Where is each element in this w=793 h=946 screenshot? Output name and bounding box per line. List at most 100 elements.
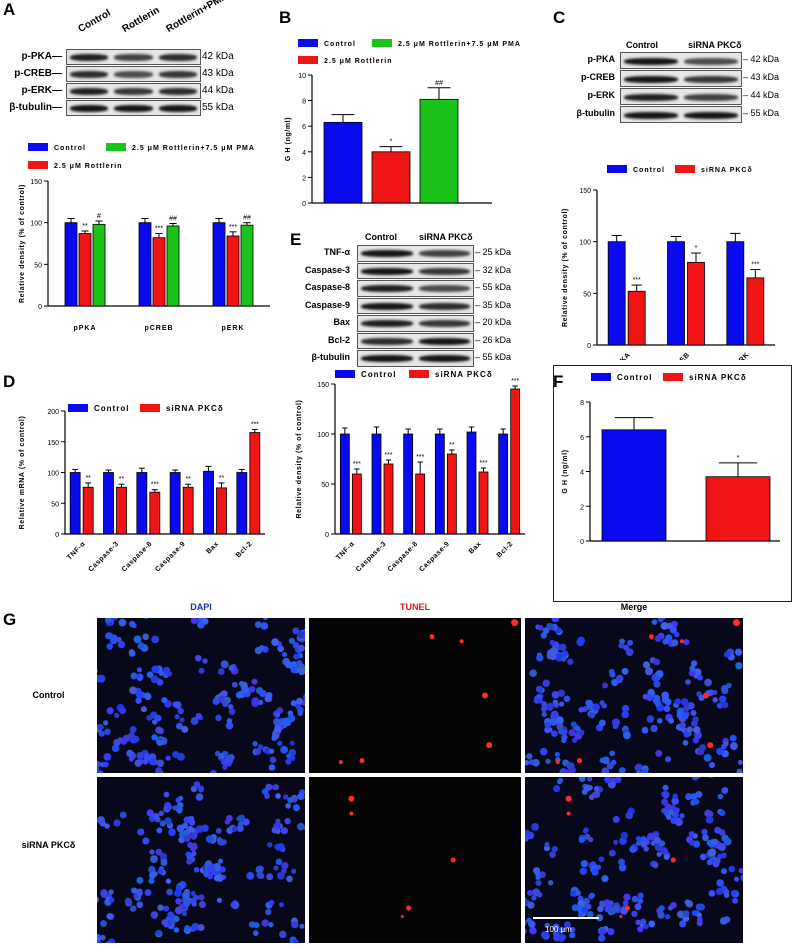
blot-band	[114, 71, 153, 78]
y-tick-label: 100	[30, 221, 42, 228]
nucleus	[708, 890, 716, 897]
nucleus	[193, 781, 201, 788]
nucleus	[161, 697, 168, 704]
nucleus	[97, 765, 100, 773]
nucleus	[712, 689, 718, 696]
nucleus	[175, 805, 183, 813]
nucleus	[708, 848, 717, 857]
nucleus	[668, 717, 675, 724]
nucleus	[577, 899, 586, 908]
blot-size-label: – 25 kDa	[475, 247, 512, 257]
nucleus	[578, 729, 585, 736]
nucleus	[218, 752, 225, 760]
nucleus	[292, 627, 300, 635]
column-label-tunel: TUNEL	[400, 602, 430, 612]
nucleus	[613, 839, 619, 845]
nucleus	[531, 822, 540, 831]
nucleus	[178, 836, 185, 844]
chart-c: 0 50 100 150 Relative density (% of control)…	[562, 165, 775, 360]
nucleus	[100, 889, 108, 897]
nucleus	[576, 638, 585, 647]
nucleus	[721, 701, 729, 709]
nucleus	[228, 708, 236, 716]
nucleus	[150, 855, 158, 863]
nucleus	[114, 618, 119, 619]
nucleus	[723, 740, 729, 747]
nucleus	[193, 866, 200, 873]
legend-label: 2.5 μM Rottlerin	[54, 163, 123, 170]
nucleus	[285, 758, 292, 765]
nucleus	[140, 706, 147, 713]
nucleus	[248, 921, 256, 928]
blot-band	[114, 54, 153, 61]
nucleus	[661, 791, 667, 797]
y-tick-label: 6	[580, 435, 584, 442]
blot-strip	[357, 262, 474, 279]
nucleus	[599, 700, 605, 706]
y-tick-label: 8	[302, 99, 306, 106]
nucleus	[663, 853, 670, 860]
apoptotic-cell	[577, 758, 582, 764]
nucleus	[529, 926, 537, 935]
bar	[415, 473, 426, 535]
nucleus	[721, 684, 729, 693]
nucleus	[580, 860, 589, 868]
significance-label: ***	[511, 378, 519, 385]
nucleus	[138, 642, 145, 649]
blot-band	[361, 320, 413, 328]
nucleus	[560, 656, 567, 662]
nucleus	[729, 742, 738, 750]
nucleus	[536, 891, 543, 898]
blot-size-label: – 43 kDa	[743, 72, 780, 82]
nucleus	[156, 827, 163, 834]
legend-label: siRNA PKCδ	[435, 370, 493, 379]
y-tick-label: 100	[317, 432, 329, 439]
nucleus	[556, 723, 564, 731]
nucleus	[568, 729, 576, 737]
nucleus	[734, 876, 740, 882]
x-tick-label: Bax	[468, 540, 483, 555]
nucleus	[276, 871, 285, 880]
nucleus	[646, 715, 655, 723]
nucleus	[544, 721, 552, 729]
nucleus	[608, 849, 616, 857]
nucleus	[708, 777, 714, 779]
nucleus	[158, 810, 164, 817]
nucleus	[190, 890, 196, 896]
blot-row-label: β-tubulin—	[9, 102, 62, 113]
nucleus	[132, 888, 138, 894]
bar	[403, 433, 414, 535]
nucleus	[543, 845, 550, 852]
nucleus	[275, 818, 281, 824]
blot-band	[684, 93, 738, 101]
nucleus	[578, 777, 586, 782]
nucleus	[627, 639, 634, 646]
nucleus	[593, 786, 600, 792]
blot-band	[624, 111, 678, 119]
apoptotic-cell	[400, 914, 404, 918]
nucleus	[142, 633, 149, 641]
x-tick-label: pPKA	[612, 351, 632, 360]
nucleus	[704, 678, 712, 687]
nucleus	[264, 695, 272, 703]
nucleus	[246, 871, 255, 880]
nucleus	[682, 740, 689, 746]
bar	[627, 290, 646, 346]
nucleus	[183, 829, 189, 836]
bar	[216, 487, 227, 535]
nucleus	[172, 805, 178, 811]
significance-label: ***	[155, 226, 163, 233]
nucleus	[179, 717, 185, 723]
blot-c-lane-label: siRNA PKCδ	[688, 40, 742, 50]
nucleus	[643, 923, 649, 930]
nucleus	[674, 698, 681, 705]
nucleus	[156, 678, 164, 686]
nucleus	[97, 896, 100, 904]
nucleus	[658, 840, 666, 847]
nucleus	[697, 748, 705, 756]
y-tick-label: 200	[47, 409, 59, 416]
nucleus	[251, 678, 258, 685]
apoptotic-cell	[566, 811, 571, 816]
nucleus	[532, 866, 541, 875]
nucleus	[737, 759, 743, 765]
